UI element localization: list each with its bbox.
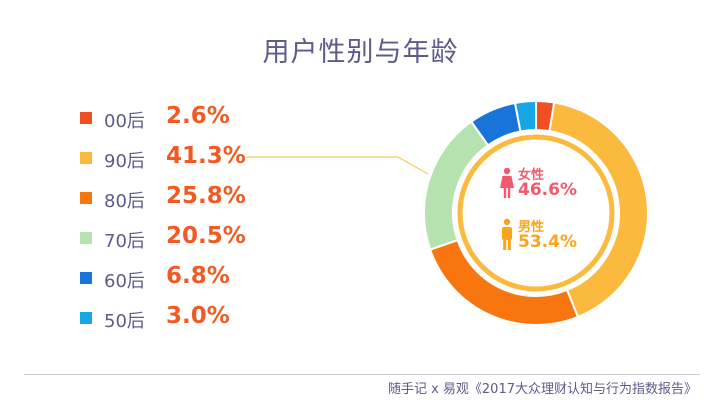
- legend-label-90: 90后: [104, 151, 145, 172]
- legend-item-90: 90后 41.3%: [80, 143, 280, 172]
- female-value: 46.6%: [518, 180, 577, 200]
- donut-slices: [423, 99, 649, 326]
- inner-ring: [457, 134, 615, 292]
- legend-item-70: 70后 20.5%: [80, 223, 280, 252]
- legend-value-80: 25.8%: [166, 183, 246, 209]
- legend-value-00: 2.6%: [166, 103, 230, 129]
- male-label: 男性: [518, 220, 545, 235]
- male-icon: [502, 218, 512, 250]
- legend-label-70: 70后: [104, 231, 145, 252]
- legend-item-00: 00后 2.6%: [80, 103, 280, 132]
- footer-divider: [24, 374, 700, 375]
- legend-swatch-90: [80, 152, 92, 164]
- female-icon: [500, 167, 514, 198]
- female-label: 女性: [518, 168, 545, 183]
- legend-label-80: 80后: [104, 191, 145, 212]
- donut-chart: [246, 99, 649, 326]
- donut-slice-3: [423, 120, 490, 251]
- legend-swatch-50: [80, 312, 92, 324]
- leader-line-diagonal: [397, 156, 429, 175]
- legend-swatch-70: [80, 232, 92, 244]
- legend-value-70: 20.5%: [166, 223, 246, 249]
- legend-item-60: 60后 6.8%: [80, 263, 280, 292]
- footer-source: 随手记 x 易观《2017大众理财认知与行为指数报告》: [387, 382, 697, 397]
- legend-swatch-60: [80, 272, 92, 284]
- legend-swatch-00: [80, 112, 92, 124]
- legend-label-60: 60后: [104, 271, 145, 292]
- legend-label-00: 00后: [104, 111, 145, 132]
- legend-item-80: 80后 25.8%: [80, 183, 280, 212]
- legend-swatch-80: [80, 192, 92, 204]
- male-value: 53.4%: [518, 232, 577, 252]
- page-title: 用户性别与年龄: [262, 37, 459, 68]
- legend-value-60: 6.8%: [166, 263, 230, 289]
- donut-slice-5: [513, 99, 537, 133]
- legend-label-50: 50后: [104, 311, 145, 332]
- legend-value-50: 3.0%: [166, 303, 230, 329]
- legend-item-50: 50后 3.0%: [80, 303, 280, 332]
- legend-value-90: 41.3%: [166, 143, 246, 169]
